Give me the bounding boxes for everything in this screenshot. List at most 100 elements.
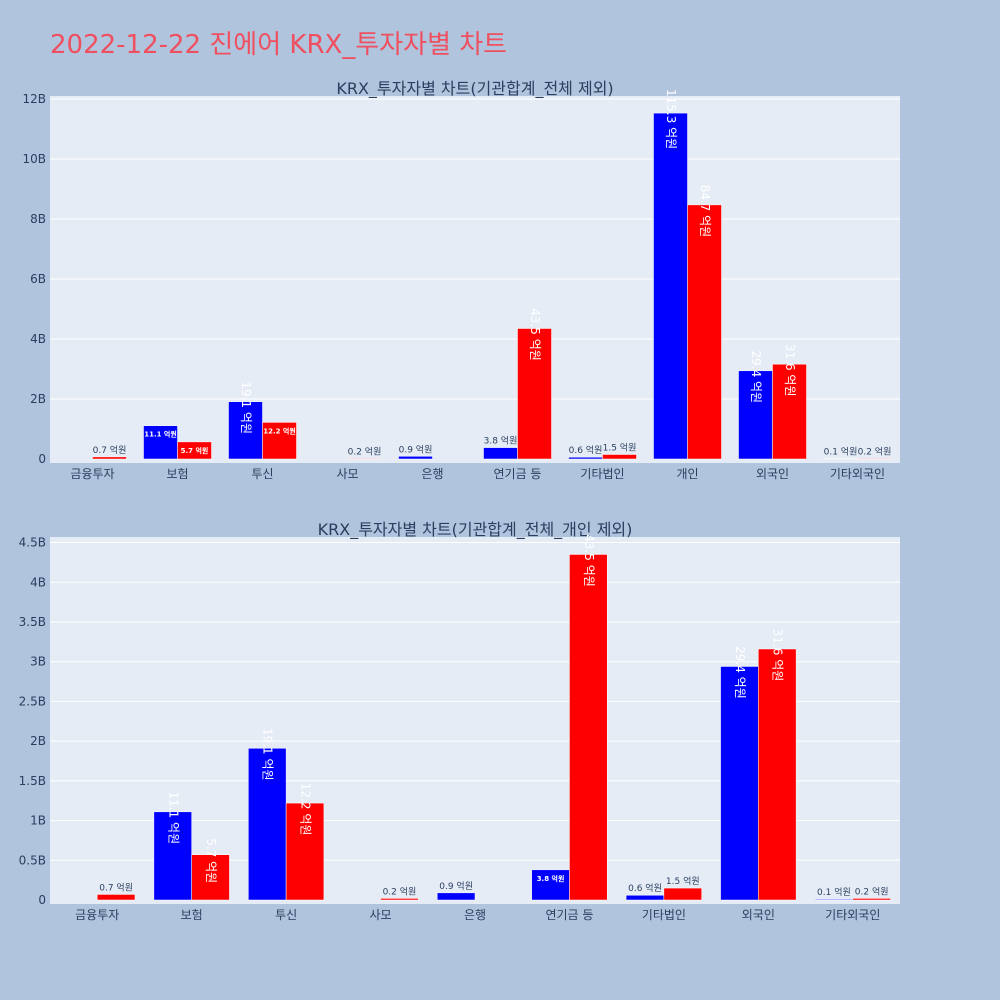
data-label: 0.9 억원 [399, 443, 433, 455]
data-label: 31.6 억원 [783, 344, 797, 397]
bar [483, 447, 518, 460]
bar [96, 894, 136, 901]
data-label: 0.6 억원 [628, 882, 662, 894]
data-label: 11.1 억원 [166, 792, 180, 845]
data-label: 43.5 억원 [528, 308, 542, 361]
y-tick-label: 0 [38, 452, 46, 466]
bar [92, 456, 127, 460]
bar [814, 898, 854, 901]
x-tick-label: 기타외국인 [830, 467, 885, 481]
bar [248, 748, 287, 901]
page-title: 2022-12-22 진에어 KRX_투자자별 차트 [50, 30, 508, 60]
y-tick-label: 4B [30, 575, 46, 589]
data-label: 0.6 억원 [569, 444, 603, 456]
x-tick-label: 투신 [251, 467, 273, 481]
data-label: 29.4 억원 [749, 350, 763, 403]
bar [347, 458, 382, 460]
x-tick-label: 사모 [336, 467, 358, 481]
bar [191, 854, 230, 901]
data-label: 115.3 억원 [664, 89, 678, 149]
data-label: 0.1 억원 [824, 446, 858, 458]
y-tick-label: 4.5B [19, 536, 46, 550]
x-tick-label: 은행 [464, 907, 486, 922]
y-tick-label: 2.5B [19, 694, 46, 708]
x-tick-label: 연기금 등 [545, 908, 593, 922]
x-tick-label: 기타법인 [642, 908, 686, 922]
y-tick-label: 2B [30, 392, 46, 406]
y-tick-label: 1B [30, 814, 46, 828]
chart-panel-2: KRX_투자자별 차트(기관합계_전체_개인 제외) 0 0.5B 1B 1.5B 2B 2… [19, 520, 900, 922]
bar [531, 869, 570, 901]
data-label: 0.7 억원 [99, 881, 133, 893]
x-tick-label: 은행 [421, 466, 443, 481]
data-label: 12.2 억원 [263, 426, 296, 435]
data-label: 84.7 억원 [698, 185, 712, 238]
data-label: 0.2 억원 [858, 445, 892, 457]
bar [568, 456, 603, 460]
x-tick-label: 금융투자 [75, 908, 119, 922]
bar [517, 328, 552, 460]
y-tick-label: 6B [30, 272, 46, 286]
data-label: 0.2 억원 [855, 885, 889, 897]
x-tick-label: 기타법인 [580, 467, 624, 481]
y-tick-label: 2B [30, 734, 46, 748]
bar [758, 648, 797, 901]
bar [262, 422, 297, 460]
data-label: 0.2 억원 [348, 445, 382, 457]
bar [720, 666, 759, 901]
bar [153, 811, 192, 901]
bar [653, 112, 688, 460]
x-tick-label: 기타외국인 [825, 908, 880, 922]
y-tick-label: 1.5B [19, 774, 46, 788]
chart-title: KRX_투자자별 차트(기관합계_전체 제외) [336, 79, 613, 99]
x-tick-label: 외국인 [756, 467, 789, 481]
bar [380, 898, 419, 901]
y-tick-label: 8B [30, 212, 46, 226]
data-label: 43.5 억원 [582, 534, 596, 587]
data-label: 19.1 억원 [261, 728, 275, 781]
x-tick-label: 금융투자 [70, 467, 114, 481]
bar [569, 554, 608, 901]
bar [177, 441, 212, 460]
data-label: 3.8 억원 [484, 435, 518, 447]
data-label: 0.2 억원 [383, 885, 417, 897]
bar [738, 370, 773, 460]
chart-panel-1: KRX_투자자별 차트(기관합계_전체 제외) 0 2B 4B 6B 8B 10B 12B 금융… [22, 79, 900, 481]
x-tick-label: 투신 [275, 908, 297, 922]
bar [857, 458, 892, 460]
data-label: 1.5 억원 [666, 875, 700, 887]
bar [663, 887, 702, 901]
bar [602, 454, 637, 460]
y-tick-label: 4B [30, 332, 46, 346]
data-label: 31.6 억원 [771, 629, 785, 682]
y-tick-label: 0 [38, 893, 46, 907]
data-label: 5.7 억원 [204, 838, 218, 883]
y-tick-label: 0.5B [19, 853, 46, 867]
y-tick-label: 3.5B [19, 615, 46, 629]
x-tick-label: 보험 [166, 467, 188, 481]
data-label: 0.7 억원 [93, 444, 127, 456]
bar [625, 894, 665, 901]
x-tick-label: 연기금 등 [494, 467, 542, 481]
bar [436, 892, 476, 901]
y-tick-label: 12B [22, 92, 46, 106]
x-tick-label: 보험 [181, 908, 203, 922]
x-tick-label: 개인 [676, 467, 698, 481]
data-label: 5.7 억원 [181, 446, 209, 455]
y-tick-label: 10B [22, 152, 46, 166]
data-label: 29.4 억원 [733, 646, 747, 699]
data-label: 12.2 억원 [299, 783, 313, 836]
bar [285, 802, 325, 901]
data-label: 19.1 억원 [239, 381, 253, 434]
x-tick-label: 사모 [370, 908, 392, 922]
bar [143, 425, 178, 460]
x-tick-label: 외국인 [742, 908, 775, 922]
data-label: 0.1 억원 [817, 886, 851, 898]
bar [852, 898, 891, 901]
data-label: 3.8 억원 [537, 874, 565, 883]
data-label: 1.5 억원 [603, 442, 637, 454]
y-tick-label: 3B [30, 655, 46, 669]
bar [398, 456, 433, 460]
bar [687, 204, 722, 460]
